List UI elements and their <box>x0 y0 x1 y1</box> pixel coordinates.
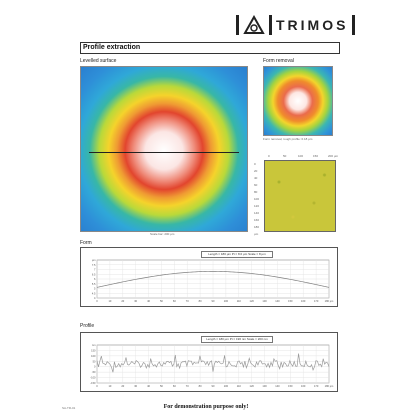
x-tick-label: 20 <box>121 299 124 303</box>
x-tick-label: 160 <box>301 384 306 388</box>
x-tick-label: 170 <box>314 384 319 388</box>
x-tick-label: 20 <box>121 384 124 388</box>
x-tick-label: 0 <box>96 299 98 303</box>
profile-chart-legend: Length = 180 µm Pt = 196 nm Scale = 200 … <box>201 336 273 343</box>
roughness-x-tick: 0 <box>268 154 270 158</box>
x-tick-label: 80 <box>199 299 202 303</box>
roughness-y-tick: 40 <box>254 176 258 180</box>
report-page: TRIMOS Profile extraction Levelled surfa… <box>62 0 356 416</box>
y-tick-label: -150 <box>90 381 96 385</box>
profile-chart: Length = 180 µm Pt = 196 nm Scale = 200 … <box>80 332 338 392</box>
y-tick-label: 100 <box>91 354 96 358</box>
x-tick-label: 150 <box>288 299 293 303</box>
x-tick-label: 60 <box>173 384 176 388</box>
x-tick-label: 40 <box>147 299 150 303</box>
x-tick-label: 40 <box>147 384 150 388</box>
logo-divider-left <box>236 15 239 35</box>
x-tick-label: 130 <box>262 384 267 388</box>
y-tick-label: 6 <box>94 277 96 281</box>
x-tick-label: 170 <box>314 299 319 303</box>
x-tick-label: 80 <box>199 384 202 388</box>
y-tick-label: nm <box>92 344 96 347</box>
x-tick-label: 90 <box>212 299 215 303</box>
form-removal-label: Form removal <box>263 58 294 64</box>
trimos-logo: TRIMOS <box>236 14 356 36</box>
roughness-x-tick: 200 µm <box>328 154 339 158</box>
roughness-y-tick: 20 <box>254 169 258 173</box>
document-code: SA-TR-01 <box>62 406 76 410</box>
x-tick-label: 140 <box>275 384 280 388</box>
roughness-y-tick: 180 <box>254 225 260 229</box>
form-removal-map <box>263 66 333 136</box>
roughness-x-tick: 150 <box>313 154 319 158</box>
x-tick-label: 100 <box>224 299 229 303</box>
y-tick-label: 4 <box>94 296 96 300</box>
y-tick-label: 5.5 <box>92 282 96 286</box>
x-tick-label: 30 <box>134 299 137 303</box>
profile-extraction-line <box>89 152 239 153</box>
profile-label: Profile <box>80 323 95 329</box>
y-tick-label: 5 <box>94 287 96 291</box>
x-tick-label: 50 <box>160 299 163 303</box>
y-tick-label: 6.5 <box>92 272 96 276</box>
y-tick-label: 7.5 <box>92 263 96 267</box>
y-tick-label: 50 <box>93 359 96 363</box>
x-tick-label: 60 <box>173 299 176 303</box>
x-tick-label: 150 <box>288 384 293 388</box>
roughness-y-tick: 0 <box>254 162 256 166</box>
roughness-x-tick: 50 <box>283 154 287 158</box>
y-tick-label: 150 <box>91 348 96 352</box>
trimos-logo-icon <box>243 15 265 34</box>
form-chart: Length = 180 µm Pt = 8.0 µm Scale = 8 µm… <box>80 247 338 307</box>
x-tick-label: 30 <box>134 384 137 388</box>
y-tick-label: -100 <box>90 376 96 380</box>
levelled-surface-map <box>80 66 248 232</box>
x-tick-label: 10 <box>108 384 111 388</box>
roughness-x-tick: 100 <box>298 154 304 158</box>
x-tick-label: 70 <box>186 299 189 303</box>
roughness-y-tick: 140 <box>254 211 260 215</box>
x-tick-label: 110 <box>237 384 242 388</box>
x-tick-label: 180 µm <box>325 299 334 303</box>
form-chart-legend: Length = 180 µm Pt = 8.0 µm Scale = 8 µm <box>201 251 273 258</box>
logo-divider-mid <box>269 15 272 35</box>
form-chart-plot: µm7.576.565.554.540 10 20 30 40 50 60 70 80 90 100… <box>92 259 334 303</box>
form-label: Form <box>80 240 92 246</box>
x-tick-label: 90 <box>212 384 215 388</box>
roughness-y-tick: 80 <box>254 190 258 194</box>
x-tick-label: 160 <box>301 299 306 303</box>
x-tick-label: 110 <box>237 299 242 303</box>
x-tick-label: 120 <box>250 384 255 388</box>
series-curve <box>96 271 330 288</box>
roughness-map <box>264 160 336 232</box>
x-tick-label: 100 <box>224 384 229 388</box>
report-title: Profile extraction <box>80 42 340 54</box>
x-tick-label: 10 <box>108 299 111 303</box>
x-tick-label: 140 <box>275 299 280 303</box>
roughness-y-tick: µm <box>254 232 259 236</box>
y-tick-label: -50 <box>92 370 96 374</box>
roughness-y-tick: 160 <box>254 218 260 222</box>
roughness-y-tick: 120 <box>254 204 260 208</box>
surface-scale-caption: Scale bar: 200 µm <box>150 232 175 236</box>
y-tick-label: 7 <box>94 268 96 272</box>
form-removal-caption: Form removal, rough profile: 0.18 µm <box>263 137 313 141</box>
roughness-y-tick: 60 <box>254 183 258 187</box>
x-tick-label: 180 µm <box>325 384 334 388</box>
x-tick-label: 0 <box>96 384 98 388</box>
roughness-y-tick: 100 <box>254 197 260 201</box>
x-tick-label: 120 <box>250 299 255 303</box>
demo-notice: For demonstration purpose only! <box>163 404 249 410</box>
x-tick-label: 130 <box>262 299 267 303</box>
series-curve <box>96 353 330 373</box>
x-tick-label: 50 <box>160 384 163 388</box>
y-tick-label: µm <box>92 259 96 262</box>
brand-name: TRIMOS <box>276 17 349 33</box>
x-tick-label: 70 <box>186 384 189 388</box>
y-tick-label: 4.5 <box>92 291 96 295</box>
levelled-surface-label: Levelled surface <box>80 58 117 64</box>
y-tick-label: 0 <box>94 365 96 369</box>
logo-divider-right <box>352 15 356 35</box>
